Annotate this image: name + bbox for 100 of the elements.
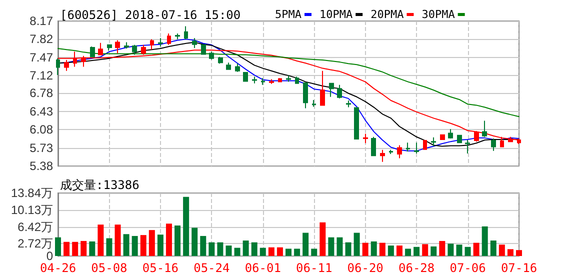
bar	[106, 238, 112, 256]
y-tick-label: 6.08	[30, 122, 54, 137]
bar	[157, 234, 164, 256]
bar	[276, 247, 283, 256]
candlestick	[243, 72, 248, 82]
y-tick-label: 10.13万	[10, 202, 53, 217]
candlestick	[64, 59, 69, 72]
candlestick	[218, 56, 223, 64]
y-tick-label: 7.12	[30, 68, 54, 83]
bar	[123, 234, 130, 256]
bar	[294, 248, 300, 256]
x-tick-label: 06-28	[398, 261, 435, 275]
legend-label: 30PMA	[422, 8, 456, 21]
candlestick	[448, 128, 453, 139]
candlestick	[286, 75, 291, 82]
x-tick-label: 05-08	[91, 261, 128, 275]
x-tick-label: 07-06	[450, 261, 486, 275]
bar	[80, 240, 87, 256]
candlestick	[312, 99, 316, 108]
bar	[482, 226, 488, 256]
candlestick	[329, 82, 334, 98]
bar	[422, 244, 428, 256]
bar	[140, 235, 146, 256]
bar	[72, 242, 78, 256]
legend-label: 5PMA	[274, 8, 302, 21]
y-tick-label: 7.47	[30, 50, 54, 64]
bar	[439, 240, 446, 256]
bar	[345, 242, 352, 256]
candlestick	[363, 133, 368, 144]
candlestick	[440, 134, 445, 141]
candlestick	[423, 140, 427, 150]
candlestick	[81, 55, 86, 68]
bar	[473, 242, 480, 256]
x-tick-label: 05-16	[142, 261, 179, 275]
legend-label: 10PMA	[319, 8, 353, 21]
bar	[89, 241, 96, 256]
bar	[516, 250, 522, 256]
bar	[200, 236, 206, 256]
bar	[174, 226, 181, 256]
y-tick-label: 2.72万	[18, 236, 53, 251]
bar	[132, 236, 138, 256]
bar	[268, 247, 274, 256]
bar	[311, 248, 318, 256]
candlestick	[491, 138, 496, 152]
bar	[166, 224, 172, 256]
candlestick	[414, 142, 419, 154]
candlestick	[431, 136, 436, 147]
candlestick	[278, 78, 282, 82]
y-tick-label: 8.17	[30, 14, 54, 28]
candlestick	[184, 26, 188, 40]
bar	[114, 224, 121, 256]
candlestick	[269, 78, 274, 84]
y-tick-label: 7.82	[30, 32, 54, 46]
bar	[208, 242, 215, 256]
candlestick	[56, 58, 60, 76]
candlestick	[158, 38, 163, 47]
y-tick-label: 6.43	[30, 104, 54, 118]
candlestick	[115, 40, 120, 54]
bar	[498, 244, 505, 256]
x-tick-label: 06-20	[347, 261, 384, 275]
bar	[507, 249, 514, 256]
candlestick	[457, 134, 462, 144]
bar	[354, 232, 360, 256]
x-tick-label: 07-16	[500, 261, 538, 275]
bar	[379, 242, 386, 256]
candlestick	[90, 46, 95, 58]
bar	[226, 246, 232, 256]
candlestick	[201, 44, 206, 56]
bar	[370, 241, 377, 256]
candlestick	[380, 149, 385, 162]
candlestick	[371, 136, 376, 156]
candlestick	[397, 144, 402, 159]
bar	[405, 248, 412, 256]
candlestick	[124, 42, 129, 50]
y-tick-label: 5.38	[30, 159, 54, 173]
candlestick	[482, 120, 487, 138]
bar	[456, 244, 462, 256]
bar	[448, 244, 454, 256]
chart-title: 成交量:13386	[60, 178, 140, 192]
y-tick-label: 6.42万	[18, 220, 53, 234]
y-tick-label: 0	[46, 249, 54, 263]
candlestick	[192, 38, 197, 49]
bar	[98, 224, 104, 256]
candlestick	[107, 44, 112, 52]
candlestick	[337, 84, 342, 99]
candlestick	[303, 82, 308, 109]
candlestick	[354, 107, 359, 140]
bar	[55, 237, 61, 256]
bar	[242, 240, 249, 256]
candlestick	[406, 142, 410, 152]
candlestick	[167, 32, 171, 46]
bar	[362, 242, 368, 256]
x-tick-label: 06-11	[296, 261, 332, 275]
candlestick	[150, 38, 154, 50]
bar	[430, 246, 437, 256]
bar	[320, 222, 326, 256]
candlestick	[209, 51, 214, 60]
bar	[464, 246, 471, 256]
candlestick	[226, 62, 231, 70]
candlestick	[252, 76, 257, 84]
